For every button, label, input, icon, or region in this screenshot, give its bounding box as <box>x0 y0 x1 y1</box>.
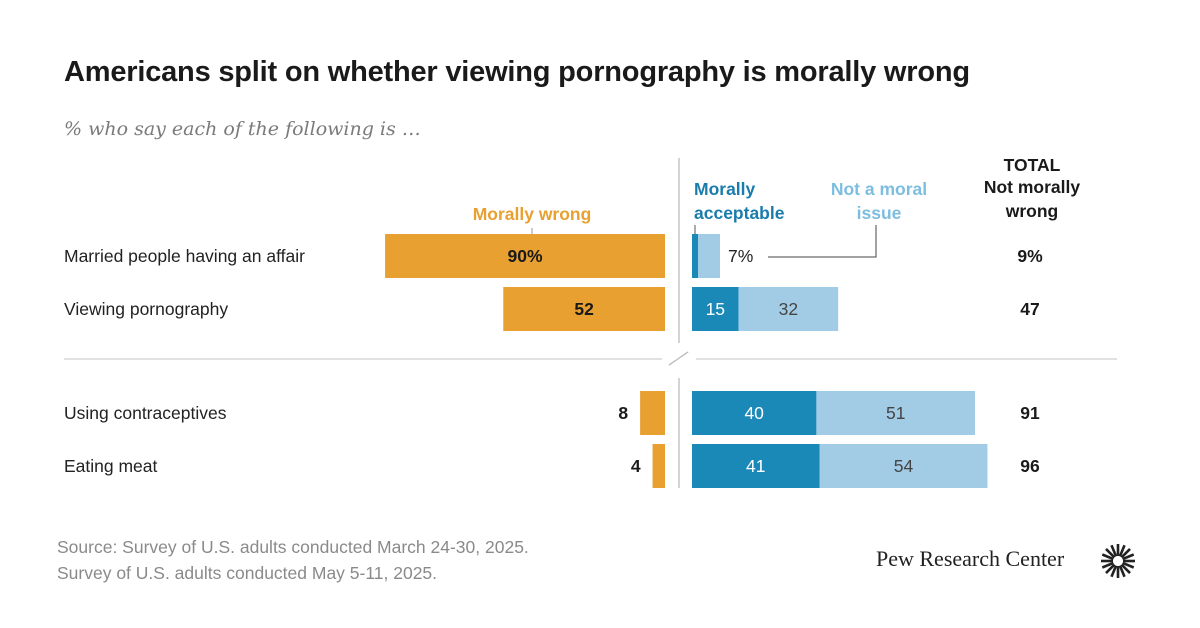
category-label: Using contraceptives <box>64 403 227 423</box>
sunburst-ray <box>1110 565 1118 578</box>
legend-morally-acceptable-line2: acceptable <box>694 203 785 223</box>
bar-morally-acceptable <box>692 287 739 331</box>
bar-not-moral-issue <box>819 444 988 488</box>
bar-morally-wrong <box>503 287 665 331</box>
legend-not-moral-issue-line2: issue <box>857 203 902 223</box>
total-not-morally-wrong: 47 <box>1020 299 1039 319</box>
source-note: Source: Survey of U.S. adults conducted … <box>57 534 529 586</box>
bar-not-moral-issue <box>738 287 839 331</box>
legend-not-moral-issue-line1: Not a moral <box>831 179 927 199</box>
sunburst-ray <box>1110 544 1118 557</box>
sunburst-ray <box>1118 544 1126 557</box>
sunburst-ray <box>1122 553 1135 561</box>
data-label-morally-acceptable: 41 <box>746 456 765 476</box>
total-not-morally-wrong: 91 <box>1020 403 1040 423</box>
sunburst-ray <box>1105 548 1116 559</box>
data-label-morally-wrong: 4 <box>631 456 641 476</box>
brand-name: Pew Research Center <box>876 546 1065 571</box>
data-label-not-moral-issue: 7% <box>728 246 753 266</box>
bar-morally-wrong <box>640 391 665 435</box>
bar-morally-wrong <box>385 234 665 278</box>
bar-morally-acceptable <box>692 391 817 435</box>
total-header-line2: Not morally <box>984 177 1081 197</box>
data-label-morally-wrong: 52 <box>574 299 594 319</box>
total-not-morally-wrong: 9% <box>1017 246 1043 266</box>
legend-morally-acceptable-line1: Morally <box>694 179 756 199</box>
legend-morally-wrong: Morally wrong <box>473 204 592 224</box>
sunburst-ray <box>1105 563 1116 574</box>
pew-sunburst-icon <box>1101 544 1135 578</box>
bar-morally-wrong <box>652 444 665 488</box>
sunburst-ray <box>1118 565 1126 578</box>
bar-not-moral-issue <box>698 234 720 278</box>
data-label-not-moral-issue: 54 <box>894 456 914 476</box>
category-label: Married people having an affair <box>64 246 305 266</box>
source-line-1: Source: Survey of U.S. adults conducted … <box>57 537 529 557</box>
total-not-morally-wrong: 96 <box>1020 456 1040 476</box>
data-label-morally-acceptable: 40 <box>744 403 764 423</box>
data-label-not-moral-issue: 51 <box>886 403 905 423</box>
total-header-line1: TOTAL <box>1004 155 1061 175</box>
sunburst-ray <box>1101 561 1114 569</box>
source-line-2: Survey of U.S. adults conducted May 5-11… <box>57 563 438 583</box>
sunburst-ray <box>1101 553 1114 561</box>
bar-morally-acceptable <box>692 444 820 488</box>
data-label-morally-wrong: 90% <box>508 246 543 266</box>
sunburst-ray <box>1122 561 1135 569</box>
sunburst-ray <box>1120 563 1131 574</box>
chart-subtitle: % who say each of the following is … <box>64 118 421 140</box>
category-label: Eating meat <box>64 456 158 476</box>
category-label: Viewing pornography <box>64 299 228 319</box>
data-label-morally-acceptable: 15 <box>706 299 725 319</box>
bar-not-moral-issue <box>816 391 976 435</box>
data-label-morally-wrong: 8 <box>618 403 628 423</box>
leader-not-moral-issue <box>767 225 877 258</box>
sunburst-ray <box>1120 548 1131 559</box>
axis-break-mark <box>668 351 689 366</box>
chart-title: Americans split on whether viewing porno… <box>64 56 970 88</box>
data-label-not-moral-issue: 32 <box>779 299 798 319</box>
total-header-line3: wrong <box>1005 201 1059 221</box>
bar-morally-acceptable <box>692 234 699 278</box>
